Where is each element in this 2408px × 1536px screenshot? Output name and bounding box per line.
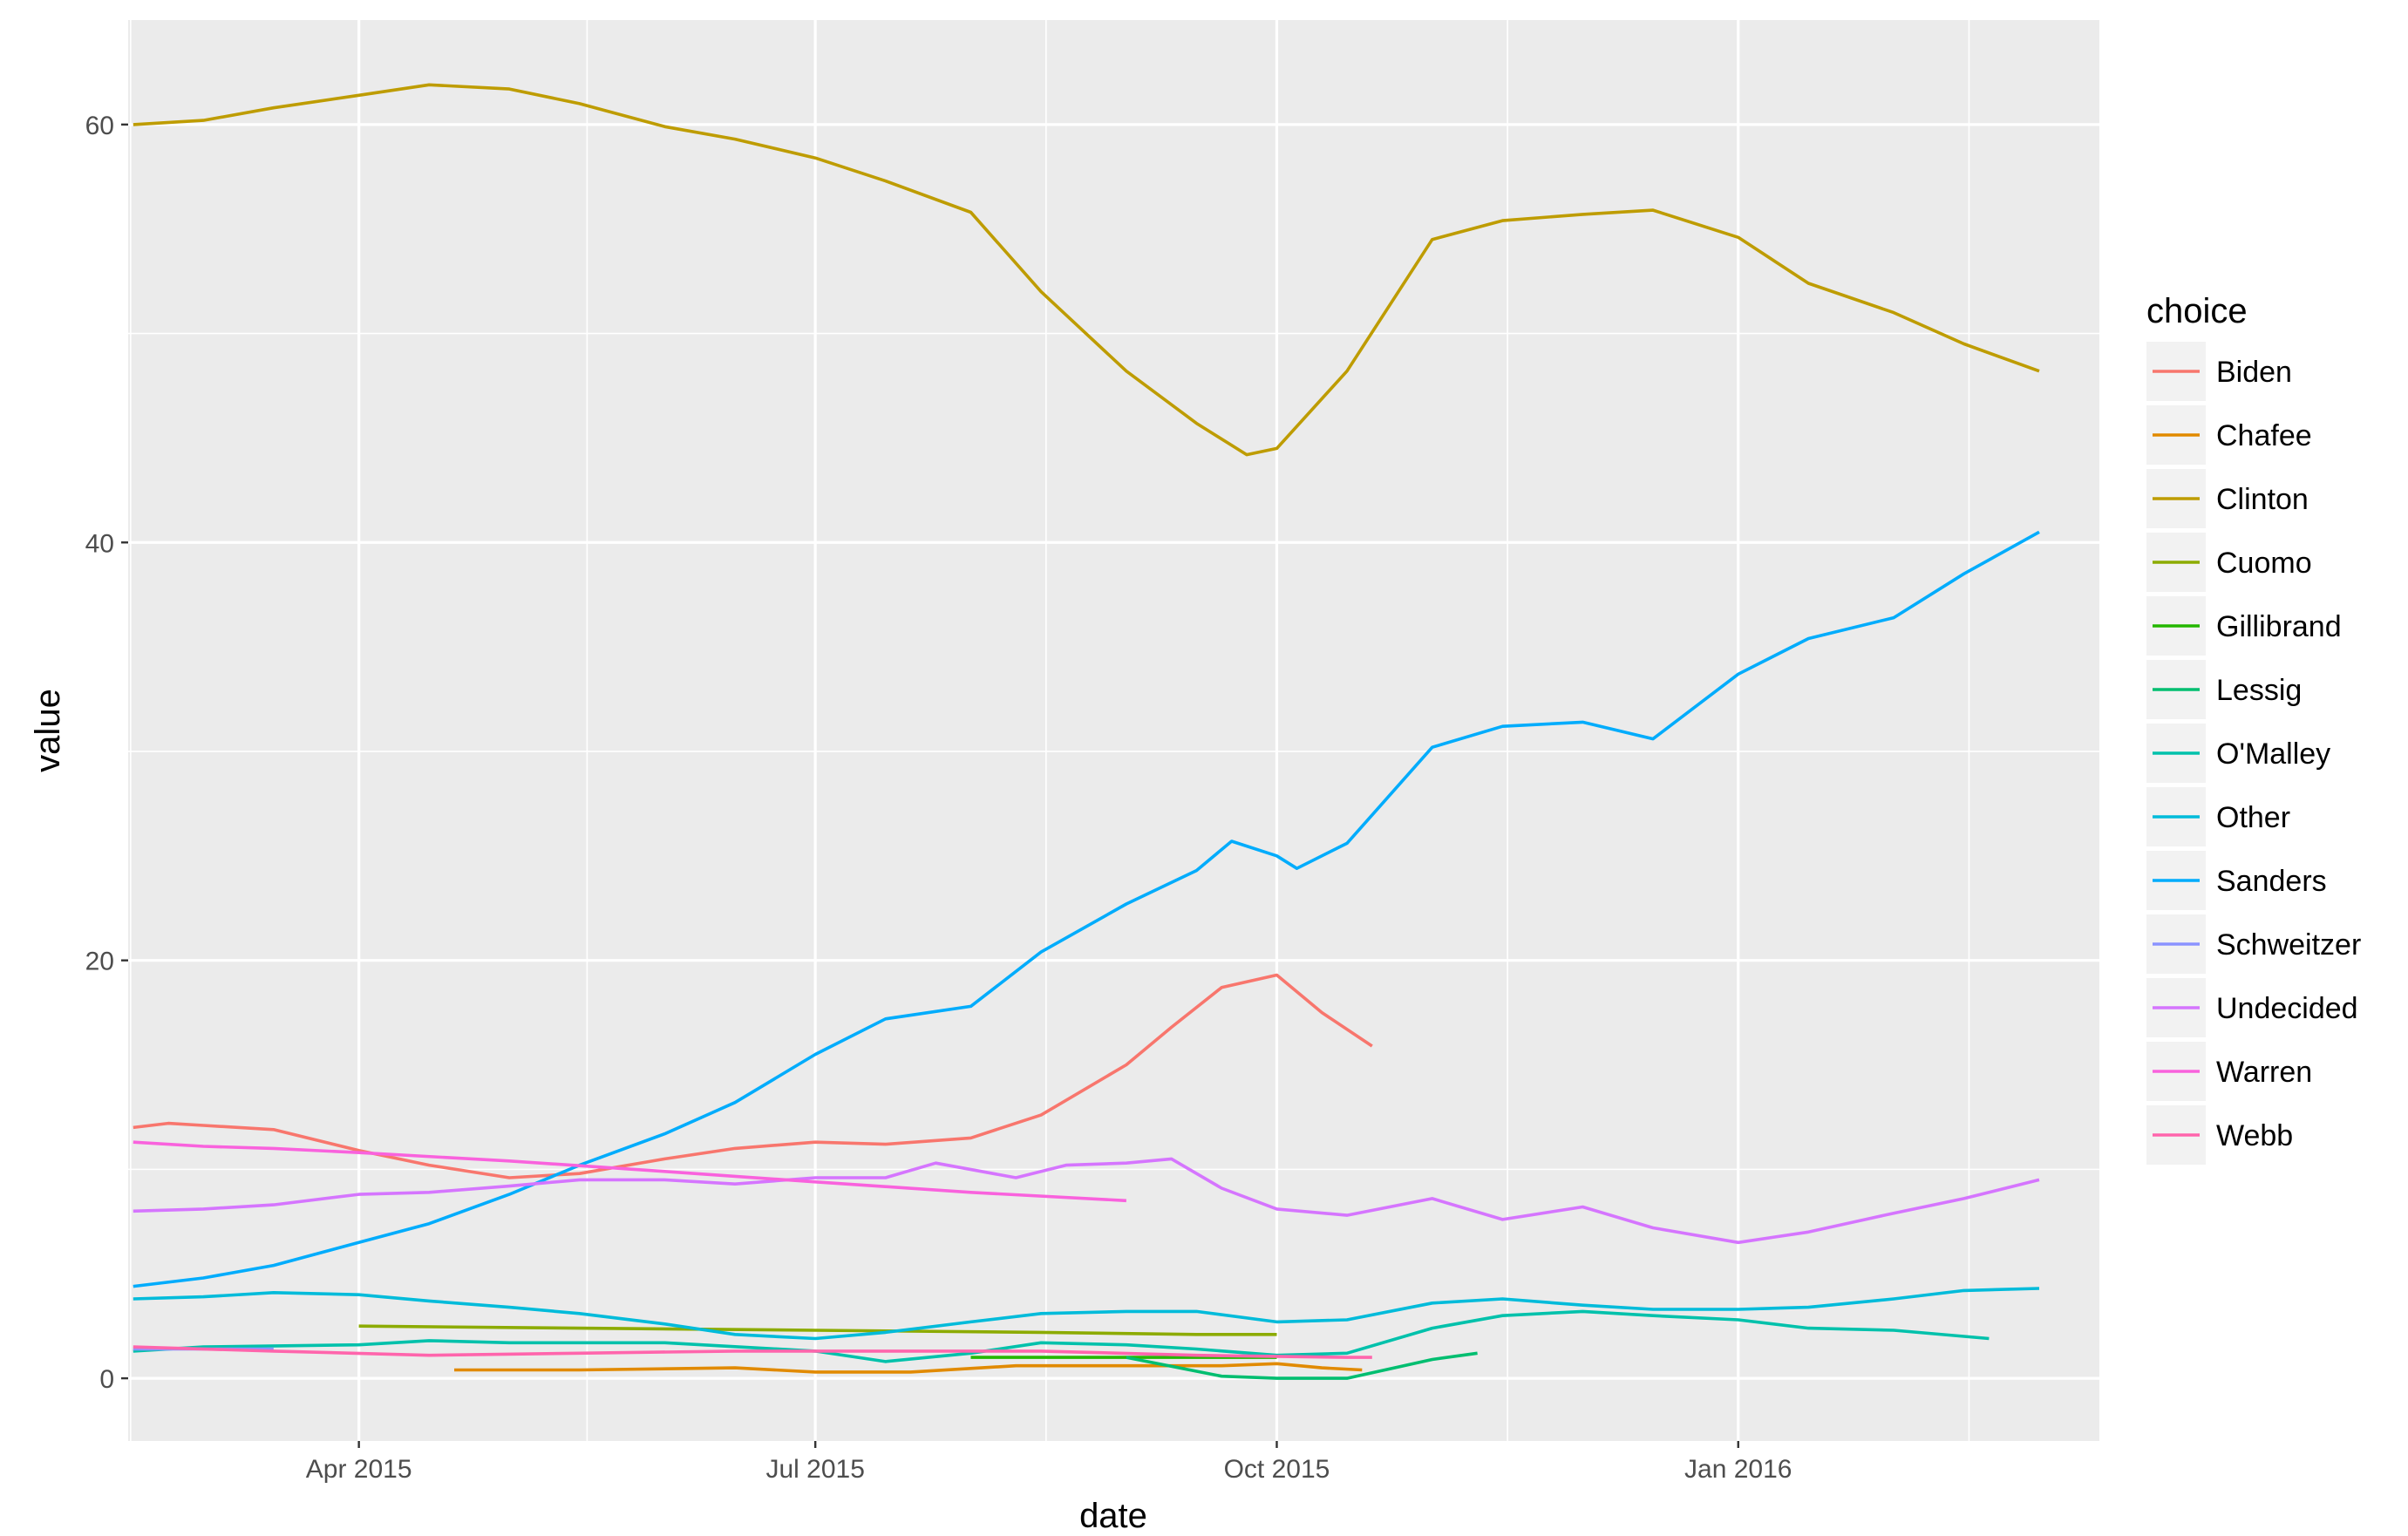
x-axis: Apr 2015 Jul 2015 Oct 2015 Jan 2016 [306, 1441, 1792, 1484]
y-axis: 0 20 40 60 [85, 112, 128, 1394]
series-line-other [133, 1287, 2040, 1341]
minor-gridlines [128, 20, 2099, 1441]
legend-label-clinton: Clinton [2216, 483, 2309, 516]
legend-label-chafee: Chafee [2216, 419, 2312, 452]
plot-panel [128, 20, 2099, 1441]
x-tick-label: Apr 2015 [306, 1455, 412, 1484]
series-line-warren [133, 1140, 1126, 1203]
series-lines [133, 83, 2040, 1380]
y-tick-label: 20 [85, 948, 114, 976]
legend-label-schweitzer: Schweitzer [2216, 928, 2361, 962]
legend-label-webb: Webb [2216, 1119, 2293, 1152]
y-axis-title: value [29, 689, 67, 772]
series-line-undecided [133, 1157, 2040, 1245]
legend-title: choice [2146, 292, 2248, 330]
legend-label-warren: Warren [2216, 1056, 2312, 1089]
legend: choice Biden Chafee Clinton Cuomo Gillibrand… [2146, 292, 2361, 1165]
series-line-o-malley [133, 1309, 1990, 1363]
legend-label-other: Other [2216, 801, 2290, 834]
x-tick-label: Jul 2015 [765, 1455, 864, 1484]
legend-label-lessig: Lessig [2216, 674, 2302, 707]
legend-label-sanders: Sanders [2216, 865, 2327, 898]
x-tick-label: Jan 2016 [1684, 1455, 1792, 1484]
major-gridlines [128, 20, 2099, 1441]
series-line-chafee [454, 1362, 1363, 1374]
series-line-lessig [1126, 1351, 1478, 1380]
legend-label-biden: Biden [2216, 356, 2292, 389]
x-axis-title: date [1079, 1497, 1147, 1535]
legend-label-cuomo: Cuomo [2216, 547, 2312, 580]
legend-label-undecided: Undecided [2216, 992, 2358, 1025]
y-tick-label: 60 [85, 112, 114, 140]
series-line-biden [133, 973, 1373, 1179]
series-line-sanders [133, 530, 2040, 1288]
y-tick-label: 0 [99, 1365, 114, 1394]
x-tick-label: Oct 2015 [1224, 1455, 1330, 1484]
legend-label-o-malley: O'Malley [2216, 737, 2330, 771]
y-tick-label: 40 [85, 529, 114, 558]
series-line-cuomo [358, 1324, 1277, 1336]
series-line-webb [133, 1345, 1372, 1359]
legend-label-gillibrand: Gillibrand [2216, 610, 2342, 643]
series-line-clinton [133, 83, 2040, 457]
